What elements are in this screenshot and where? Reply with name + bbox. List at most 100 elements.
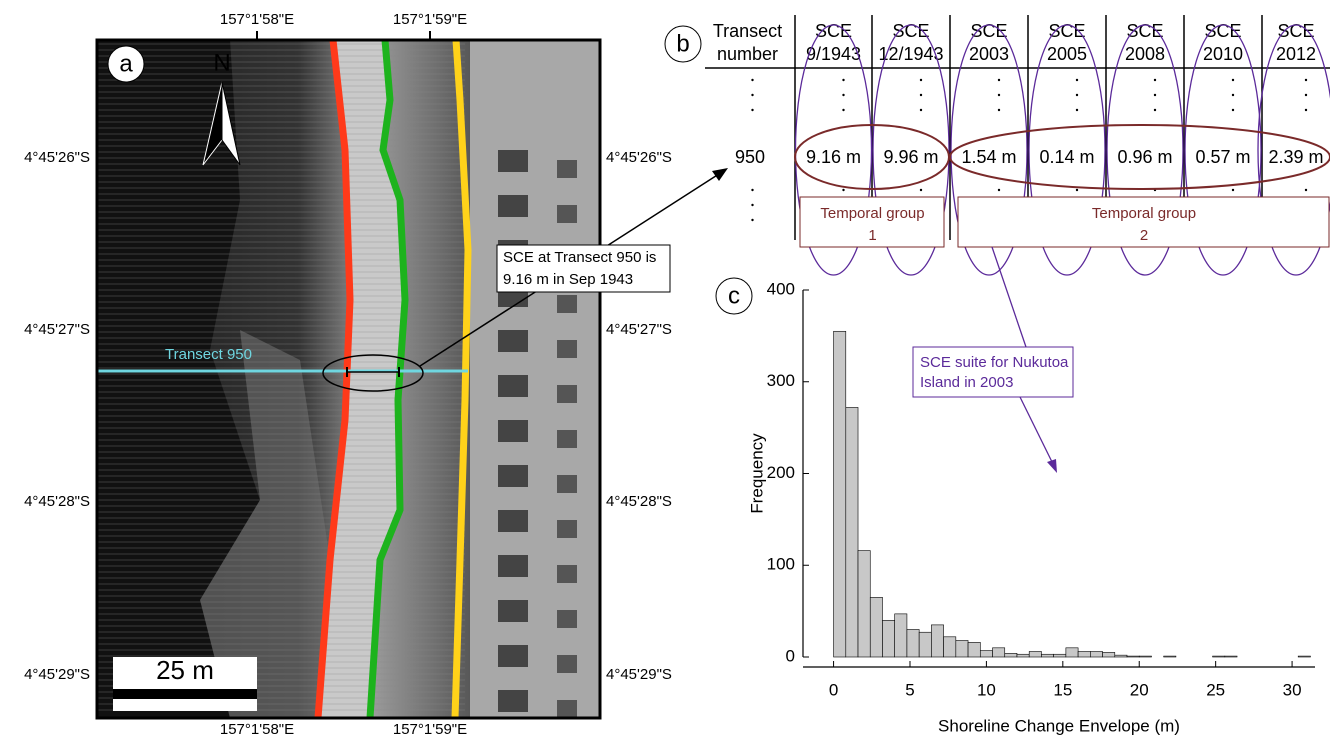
bar xyxy=(1066,648,1078,657)
bar xyxy=(882,620,894,657)
header-line-1: SCE xyxy=(892,21,929,41)
sce-value: 0.96 m xyxy=(1117,147,1172,167)
building xyxy=(557,160,577,178)
scale-bar xyxy=(113,689,257,699)
panel-label: a xyxy=(119,50,133,77)
building xyxy=(557,430,577,448)
ellipsis-dot xyxy=(751,94,753,96)
bar xyxy=(1090,651,1102,657)
bar xyxy=(980,651,992,657)
ellipsis-dot xyxy=(1154,79,1156,81)
y-axis-label: Frequency xyxy=(747,433,766,514)
building xyxy=(498,420,528,442)
sce-value: 1.54 m xyxy=(961,147,1016,167)
ellipsis-dot xyxy=(751,109,753,111)
bar xyxy=(1213,656,1225,657)
bar xyxy=(993,648,1005,657)
ellipsis-dot xyxy=(1305,109,1307,111)
building xyxy=(498,330,528,352)
header-line-1: SCE xyxy=(970,21,1007,41)
header-line-2: 2003 xyxy=(969,44,1009,64)
bar xyxy=(919,632,931,657)
x-tick-label: 20 xyxy=(1130,680,1149,699)
group-label: Temporal group xyxy=(820,205,924,222)
header-line-1: SCE xyxy=(1277,21,1314,41)
bar xyxy=(1164,656,1176,657)
lon-label: 157°1'59"E xyxy=(393,721,467,738)
transect-id: 950 xyxy=(735,147,765,167)
lat-label: 4°45'28"S xyxy=(606,493,672,510)
callout-arrowhead xyxy=(712,168,728,181)
group-number: 2 xyxy=(1140,227,1148,244)
scale-label: 25 m xyxy=(156,655,214,685)
building xyxy=(557,520,577,538)
transect-label: Transect 950 xyxy=(165,346,252,363)
bar xyxy=(1103,652,1115,657)
building xyxy=(498,555,528,577)
x-tick-label: 30 xyxy=(1283,680,1302,699)
building xyxy=(557,565,577,583)
ellipsis-dot xyxy=(920,79,922,81)
ellipsis-dot xyxy=(1154,109,1156,111)
bar xyxy=(1029,651,1041,657)
sce-value: 2.39 m xyxy=(1268,147,1323,167)
x-tick-label: 0 xyxy=(829,680,838,699)
bar xyxy=(834,331,846,657)
ellipsis-dot xyxy=(751,79,753,81)
building xyxy=(557,385,577,403)
lat-label: 4°45'29"S xyxy=(24,666,90,683)
building xyxy=(557,295,577,313)
annotation-arrowhead xyxy=(1047,459,1057,473)
building xyxy=(557,655,577,673)
callout-line-1: SCE at Transect 950 is xyxy=(503,249,656,266)
ellipsis-dot xyxy=(920,189,922,191)
north-label: N xyxy=(213,49,230,76)
ellipsis-dot xyxy=(1154,94,1156,96)
bar xyxy=(968,642,980,657)
bar xyxy=(1078,651,1090,657)
ellipsis-dot xyxy=(1305,79,1307,81)
header-line-2: 9/1943 xyxy=(806,44,861,64)
x-tick-label: 15 xyxy=(1053,680,1072,699)
y-tick-label: 400 xyxy=(767,279,795,298)
annotation-text: SCE suite for Nukutoa xyxy=(920,354,1069,371)
header-line-2: 12/1943 xyxy=(878,44,943,64)
ellipsis-dot xyxy=(1232,189,1234,191)
header-line-1: SCE xyxy=(1126,21,1163,41)
bar xyxy=(1041,654,1053,657)
sce-table: b TransectnumberSCE9/1943SCE12/1943SCE20… xyxy=(665,15,1330,275)
ellipsis-dot xyxy=(1076,109,1078,111)
bar xyxy=(1115,655,1127,657)
building xyxy=(498,645,528,667)
annotation-arrow xyxy=(1020,397,1054,466)
building xyxy=(557,610,577,628)
header-line-2: 2012 xyxy=(1276,44,1316,64)
ellipsis-dot xyxy=(1232,109,1234,111)
x-tick-label: 5 xyxy=(905,680,914,699)
bar xyxy=(1017,654,1029,657)
header-line-2: 2005 xyxy=(1047,44,1087,64)
bar xyxy=(1127,656,1139,657)
ellipsis-dot xyxy=(998,109,1000,111)
ellipsis-dot xyxy=(842,109,844,111)
ellipsis-dot xyxy=(920,94,922,96)
lon-label: 157°1'58"E xyxy=(220,11,294,28)
ellipsis-dot xyxy=(751,219,753,221)
sce-value: 0.14 m xyxy=(1039,147,1094,167)
lat-label: 4°45'26"S xyxy=(24,149,90,166)
ellipsis-dot xyxy=(998,79,1000,81)
bar xyxy=(895,614,907,657)
bar xyxy=(1005,653,1017,657)
ellipsis-dot xyxy=(842,79,844,81)
lat-label: 4°45'28"S xyxy=(24,493,90,510)
ellipsis-dot xyxy=(1305,94,1307,96)
bar xyxy=(858,551,870,657)
building xyxy=(557,700,577,718)
y-tick-label: 0 xyxy=(786,646,795,665)
callout-line-2: 9.16 m in Sep 1943 xyxy=(503,271,633,288)
bar xyxy=(907,629,919,657)
ellipsis-dot xyxy=(998,189,1000,191)
ellipsis-dot xyxy=(920,109,922,111)
annotation-arrow xyxy=(992,247,1026,347)
annotation-text: Island in 2003 xyxy=(920,374,1013,391)
